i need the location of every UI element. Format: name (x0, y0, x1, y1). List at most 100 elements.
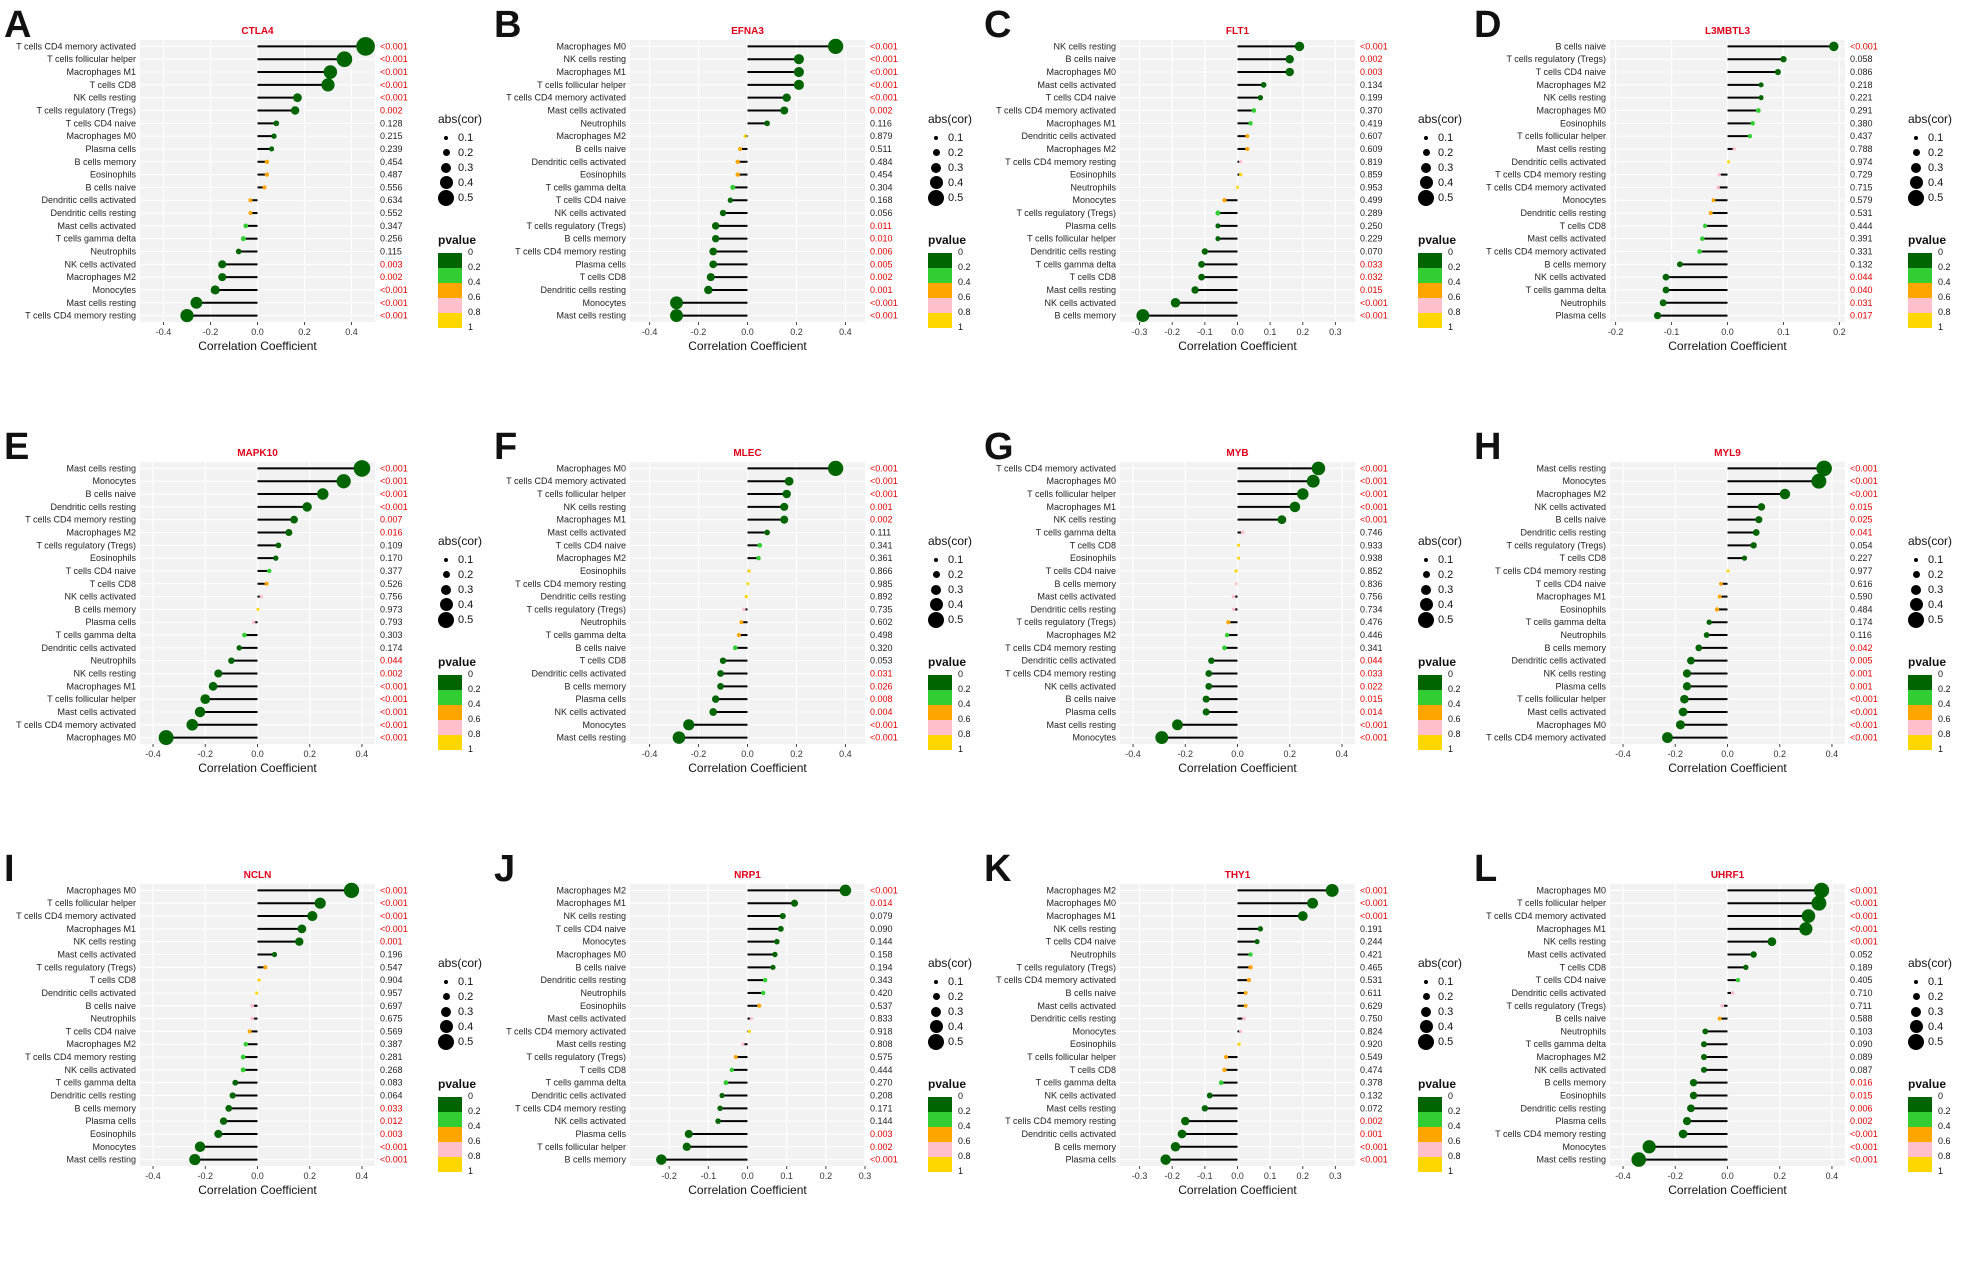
pvalue-label: <0.001 (1850, 924, 1878, 934)
row-label: Macrophages M2 (1536, 80, 1606, 90)
row-label: T cells CD4 naive (1536, 579, 1606, 589)
row-label: NK cells activated (64, 1065, 136, 1075)
lollipop-dot (1224, 632, 1230, 638)
size-legend-item: 0.5 (1908, 1033, 1960, 1050)
row-label: Dendritic cells activated (41, 643, 136, 653)
pvalue-label: 0.953 (1360, 182, 1383, 192)
pvalue-label: 0.229 (1360, 234, 1383, 244)
pvalue-colorbar (438, 675, 462, 750)
row-label: Monocytes (92, 285, 136, 295)
x-axis-label: Correlation Coefficient (198, 1183, 317, 1197)
row-label: Dendritic cells activated (1511, 988, 1606, 998)
pvalue-label: 0.087 (1850, 1065, 1873, 1075)
pvalue-label: 0.405 (1850, 975, 1873, 985)
lollipop-dot (1215, 223, 1221, 229)
row-label: Dendritic cells activated (531, 157, 626, 167)
lollipop-chart: MYB T cells CD4 memory activated <0.001 Mac… (996, 448, 1388, 775)
pvalue-label: 0.031 (870, 669, 893, 679)
lollipop-dot (656, 1154, 667, 1165)
row-label: Macrophages M0 (66, 885, 136, 895)
pvalue-label: 0.270 (870, 1078, 893, 1088)
pvalue-legend-label: 0 (468, 247, 474, 257)
pvalue-label: <0.001 (1360, 311, 1388, 321)
pvalue-label: <0.001 (1850, 1142, 1878, 1152)
pvalue-legend-label: 0.8 (958, 1151, 971, 1161)
size-dot-icon (1911, 1006, 1921, 1017)
lollipop-dot (684, 1129, 693, 1139)
x-tick-label: -0.2 (691, 749, 707, 759)
panel-letter: J (494, 848, 516, 890)
lollipop-dot (683, 719, 695, 731)
lollipop-dot (1700, 1054, 1708, 1061)
row-label: Plasma cells (1065, 221, 1116, 231)
lollipop-dot (711, 695, 720, 703)
lollipop-dot (1675, 720, 1686, 730)
row-label: Eosinophils (90, 170, 137, 180)
pvalue-label: <0.001 (380, 463, 408, 473)
row-label: Dendritic cells resting (50, 1091, 136, 1101)
size-legend-item: 0.4 (928, 1019, 980, 1034)
row-label: T cells CD4 memory activated (996, 106, 1116, 116)
row-label: B cells memory (564, 234, 626, 244)
lollipop-dot (263, 965, 268, 970)
pvalue-label: 0.537 (870, 1001, 893, 1011)
chart-title: FLT1 (1226, 26, 1250, 37)
lollipop-dot (709, 247, 718, 256)
lollipop-dot (1726, 569, 1730, 573)
x-tick-label: 0.0 (741, 1171, 754, 1181)
size-legend-item: 0.1 (438, 552, 490, 567)
pvalue-label: <0.001 (380, 67, 408, 77)
pvalue-legend-label: 0.6 (1448, 1136, 1461, 1146)
row-label: Plasma cells (85, 617, 136, 627)
size-legend-item: 0.4 (1418, 175, 1470, 190)
lollipop-dot (1297, 911, 1308, 921)
size-dot-icon (934, 557, 938, 562)
pvalue-label: 0.116 (870, 118, 892, 128)
x-tick-label: 0.4 (356, 1171, 369, 1181)
size-dot-icon (441, 1006, 451, 1017)
row-label: Mast cells activated (547, 528, 626, 538)
lollipop-dot (1741, 555, 1748, 561)
legend: abs(cor) 0.1 0.2 0.3 0.4 0.5 pvalue 0 0.2 0.4 0.6 0… (1908, 956, 1960, 1176)
pvalue-label: 0.005 (1850, 656, 1873, 666)
pvalue-label: <0.001 (1360, 515, 1388, 525)
row-label: Monocytes (1072, 1026, 1116, 1036)
lollipop-dot (1251, 108, 1257, 113)
row-label: Mast cells resting (66, 463, 136, 473)
row-label: Neutrophils (580, 988, 626, 998)
size-legend-item: 0.5 (1908, 611, 1960, 628)
row-label: Macrophages M2 (1536, 489, 1606, 499)
x-axis-label: Correlation Coefficient (198, 761, 317, 775)
chart-title: EFNA3 (731, 26, 764, 37)
pvalue-label: 0.003 (380, 259, 403, 269)
row-label: B cells naive (1555, 515, 1606, 525)
row-label: Mast cells resting (1536, 463, 1606, 473)
lollipop-dot (290, 106, 300, 115)
size-dot-icon (444, 557, 448, 562)
row-label: Plasma cells (85, 1116, 136, 1126)
pvalue-label: 0.938 (1360, 553, 1383, 563)
size-dot-icon (438, 189, 454, 206)
lollipop-dot (717, 682, 724, 690)
size-dot-icon (439, 1020, 453, 1033)
pvalue-label: <0.001 (1850, 911, 1878, 921)
pvalue-label: 0.391 (1850, 234, 1873, 244)
pvalue-colorbar (1908, 675, 1932, 750)
pvalue-label: 0.487 (380, 170, 403, 180)
row-label: B cells naive (575, 144, 626, 154)
lollipop-dot (1170, 298, 1181, 308)
lollipop-dot (250, 1016, 255, 1021)
row-label: NK cells resting (1543, 937, 1606, 947)
pvalue-legend-label: 0.4 (958, 277, 971, 287)
x-tick-label: 0.0 (1231, 1171, 1244, 1181)
lollipop-dot (242, 632, 247, 638)
pvalue-legend-label: 0.2 (1938, 684, 1951, 694)
lollipop-chart: CTLA4 T cells CD4 memory activated <0.001 T… (16, 26, 408, 353)
row-label: NK cells resting (563, 502, 626, 512)
pvalue-label: 0.454 (870, 170, 893, 180)
pvalue-label: 0.001 (870, 285, 893, 295)
pvalue-legend-label: 0.2 (1448, 262, 1461, 272)
x-tick-label: 0.2 (1297, 1171, 1310, 1181)
lollipop-dot (1682, 1117, 1692, 1126)
row-label: T cells gamma delta (1036, 259, 1116, 269)
